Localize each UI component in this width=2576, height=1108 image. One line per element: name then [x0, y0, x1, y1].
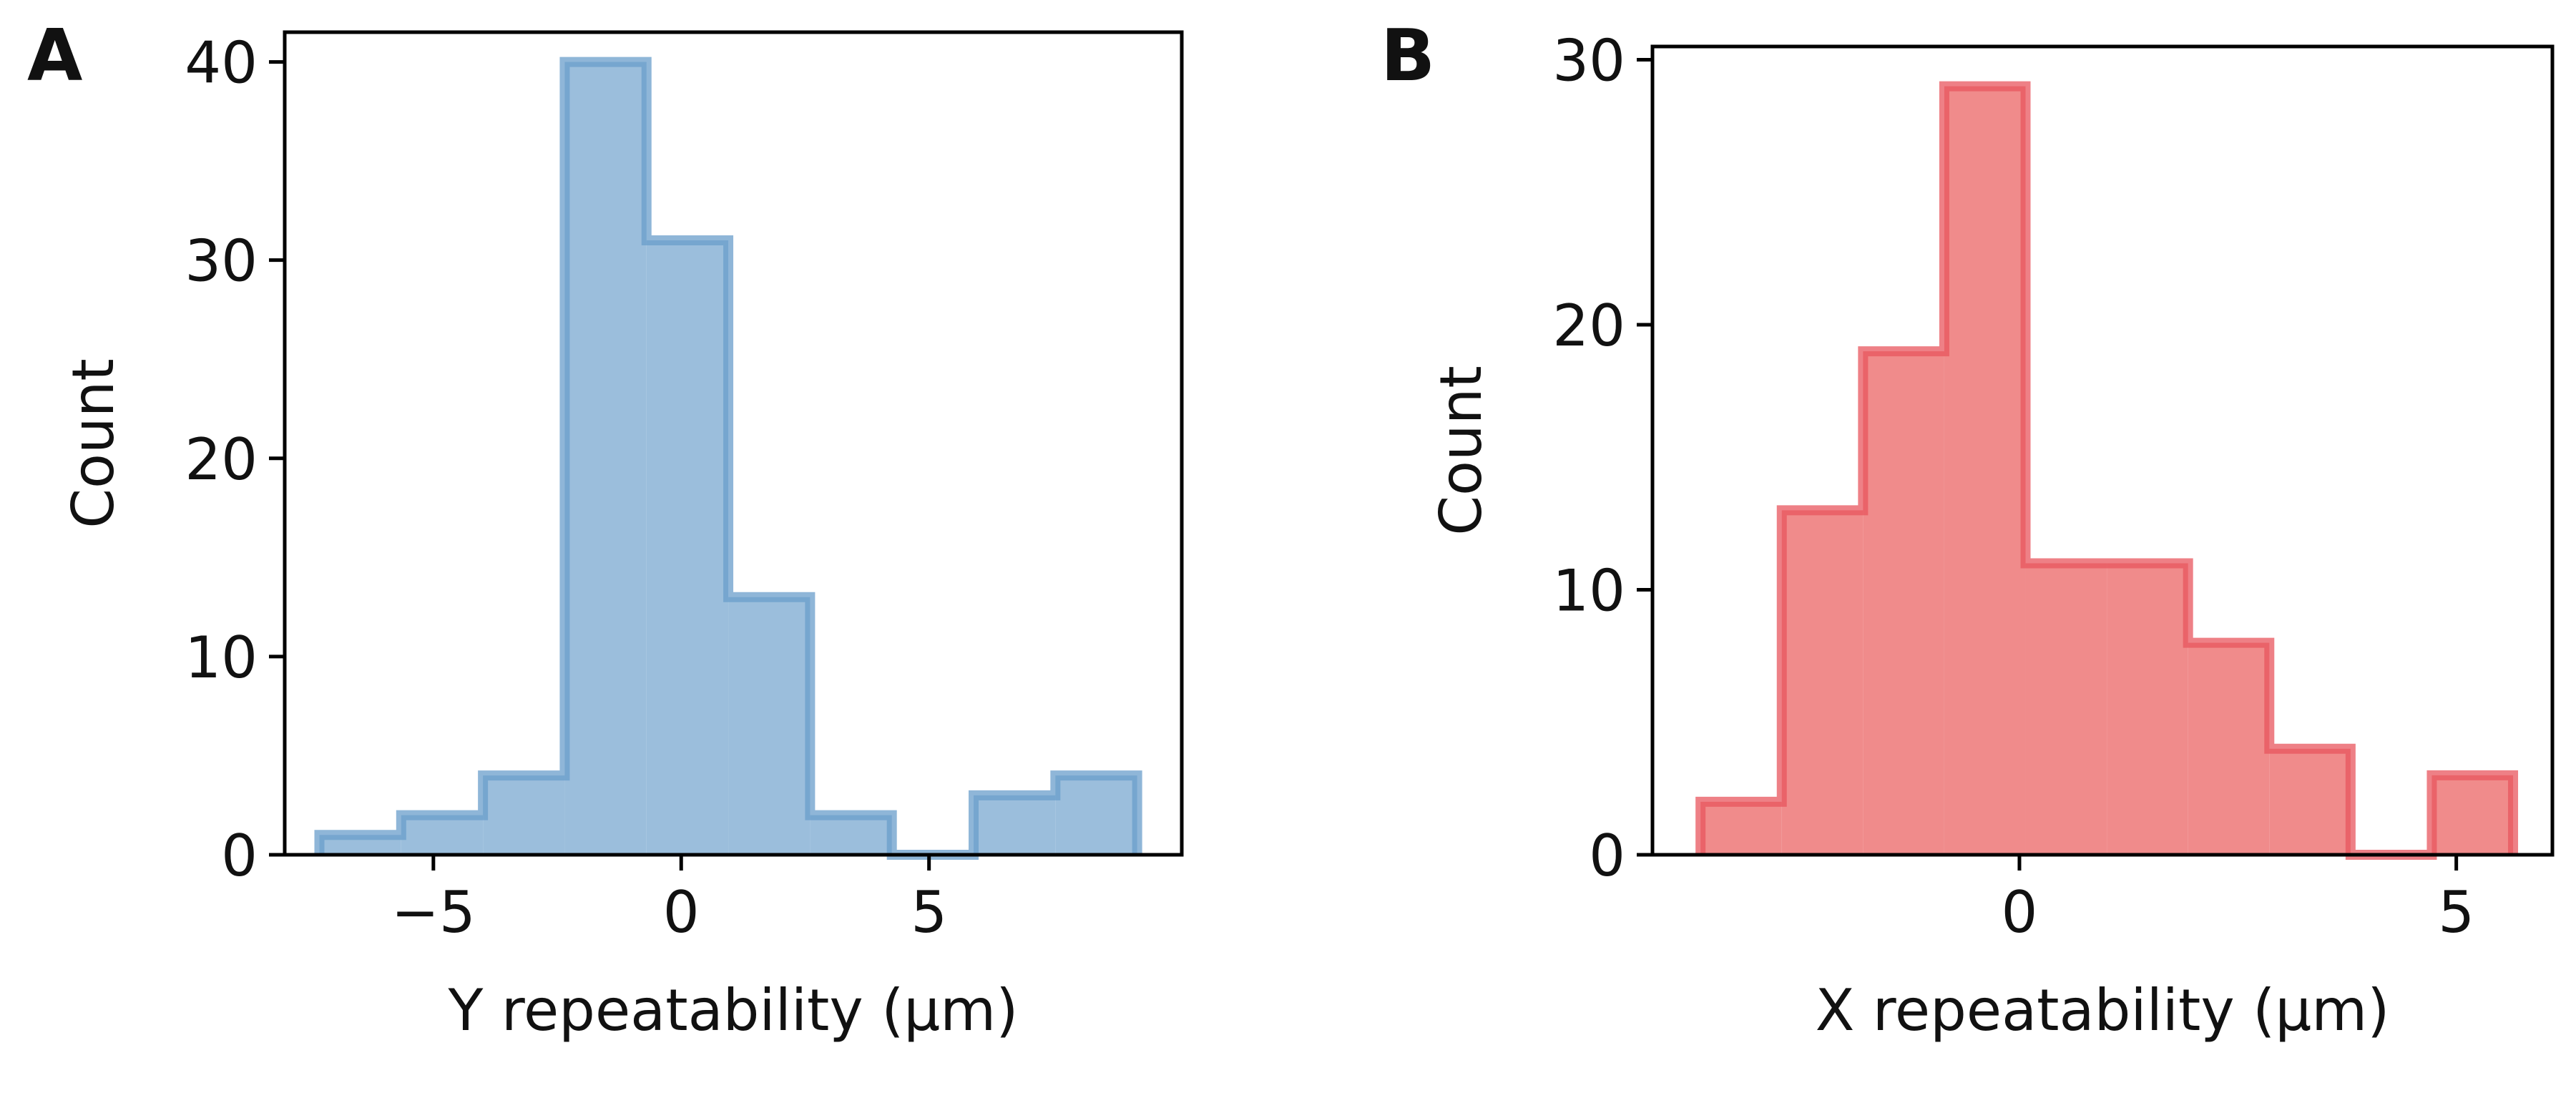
- plot-frame-a: [283, 30, 1184, 857]
- panel-label-b: B: [1381, 14, 1435, 97]
- y-tick-label: 20: [1552, 293, 1625, 359]
- y-tick-label: 0: [221, 823, 258, 889]
- x-tick-label: −5: [391, 879, 476, 946]
- x-axis-label-a: Y repeatability (µm): [448, 977, 1019, 1044]
- histogram-bar: [974, 795, 1056, 855]
- y-tick-label: 10: [1552, 558, 1625, 624]
- histogram-bar: [2188, 642, 2270, 855]
- y-ticks-a: 0 10 20 30 40: [185, 30, 285, 889]
- y-axis-label-b: Count: [1428, 366, 1494, 536]
- y-axis-label-a: Count: [60, 358, 127, 529]
- histogram-bar: [2107, 563, 2188, 855]
- histogram-bars-a: [314, 57, 1142, 860]
- y-tick-label: 30: [1552, 28, 1625, 94]
- y-tick-label: 10: [185, 624, 258, 691]
- histogram-bar: [810, 815, 892, 855]
- plot-frame-b: [1650, 44, 2555, 857]
- y-ticks-b: 0 10 20 30: [1552, 28, 1652, 889]
- histogram-bar: [564, 62, 647, 855]
- y-tick-label: 0: [1589, 823, 1625, 889]
- histogram-bar: [646, 240, 729, 855]
- x-tick-label: 0: [2002, 879, 2038, 946]
- histogram-bar: [728, 597, 810, 855]
- histogram-outline: [314, 57, 1142, 860]
- y-tick-label: 30: [185, 228, 258, 295]
- histogram-bar: [1781, 510, 1864, 855]
- histogram-bar: [2025, 563, 2107, 855]
- x-tick-label: 0: [663, 879, 700, 946]
- panel-label-a: A: [27, 14, 82, 97]
- y-tick-label: 20: [185, 426, 258, 493]
- histogram-bar: [483, 775, 565, 855]
- histogram-bar: [1055, 775, 1137, 855]
- x-tick-label: 5: [2438, 879, 2474, 946]
- x-ticks-a: −5 0 5: [391, 855, 947, 946]
- x-tick-label: 5: [911, 879, 947, 946]
- panel-a: A −5 0 5 0 10 20 30 40 Y repeatability (µm) Co…: [27, 14, 1184, 1044]
- histogram-bar: [2269, 748, 2351, 855]
- histogram-bars-b: [1695, 81, 2519, 860]
- x-axis-label-b: X repeatability (µm): [1816, 977, 2390, 1044]
- y-tick-label: 40: [185, 30, 258, 97]
- histogram-bar: [1863, 351, 1944, 855]
- histogram-bar: [401, 815, 484, 855]
- histogram-bar: [1944, 86, 2026, 855]
- histogram-bar: [2431, 775, 2514, 855]
- histogram-bar: [1700, 801, 1782, 855]
